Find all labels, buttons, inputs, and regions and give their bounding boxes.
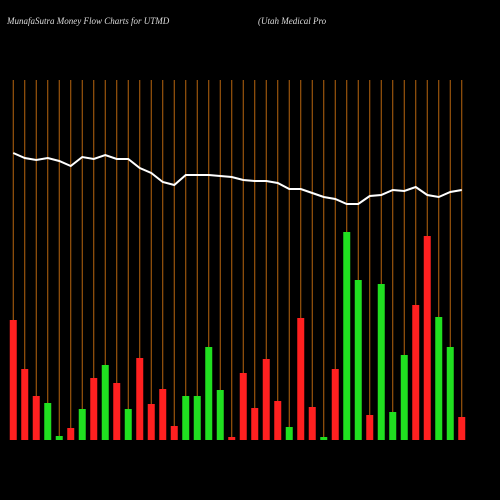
money-flow-line [12, 152, 462, 205]
bar [55, 436, 63, 440]
bar [205, 347, 213, 440]
bar [412, 305, 420, 440]
bar [193, 396, 201, 440]
bar [400, 355, 408, 440]
bar [354, 280, 362, 440]
bar [170, 426, 178, 440]
chart-subtitle: (Utah Medical Pro [258, 16, 327, 26]
bar [90, 378, 98, 440]
bar [147, 404, 155, 440]
bar [274, 401, 282, 440]
bar [78, 409, 86, 440]
bar [67, 428, 75, 440]
bar [423, 236, 431, 440]
bar [331, 369, 339, 440]
bar [366, 415, 374, 440]
bar [159, 389, 167, 440]
bar [389, 412, 397, 440]
bar [320, 437, 328, 440]
bar [113, 383, 121, 440]
bar [458, 417, 466, 440]
bar [101, 365, 109, 440]
bar [136, 358, 144, 440]
bar [124, 409, 132, 440]
bar [308, 407, 316, 440]
bar [262, 359, 270, 440]
bar [446, 347, 454, 440]
bar [21, 369, 29, 440]
bar [182, 396, 190, 440]
bar [297, 318, 305, 440]
bar [44, 403, 52, 440]
bar [32, 396, 40, 440]
bar [343, 232, 351, 440]
bar [9, 320, 17, 440]
bar [239, 373, 247, 440]
bar [251, 408, 259, 440]
chart-title: MunafaSutra Money Flow Charts for UTMD [6, 16, 170, 26]
bar [285, 427, 293, 440]
bar [216, 390, 224, 440]
bar [435, 317, 443, 440]
bar [228, 437, 236, 440]
bar [377, 284, 385, 440]
